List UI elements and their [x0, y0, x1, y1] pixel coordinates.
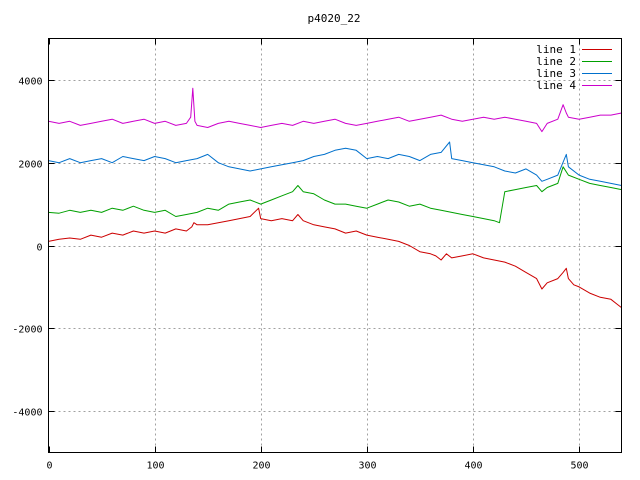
- x-tick-label: 200: [252, 461, 270, 472]
- plot-frame: [48, 38, 622, 453]
- y-tick-label: -4000: [12, 408, 42, 419]
- axis-ticks: 0 100 200 300 400 500 -4000 -2000 0 2000 4000: [12, 38, 622, 472]
- grid: [48, 38, 622, 453]
- series-line-2: [48, 166, 622, 224]
- x-tick-label: 500: [570, 461, 588, 472]
- legend-label-3: line 3: [536, 67, 576, 80]
- series-line-4: [48, 87, 622, 133]
- y-tick-label: 0: [36, 243, 42, 254]
- y-tick-label: -2000: [12, 325, 42, 336]
- legend-label-4: line 4: [536, 79, 576, 92]
- y-tick-label: 4000: [18, 77, 42, 88]
- series-line-3: [48, 141, 622, 186]
- x-tick-label: 0: [46, 461, 52, 472]
- x-tick-label: 300: [358, 461, 376, 472]
- x-tick-label: 400: [464, 461, 482, 472]
- legend-label-1: line 1: [536, 43, 576, 56]
- x-tick-label: 100: [146, 461, 164, 472]
- series-lines: [48, 87, 622, 308]
- chart-title: p4020_22: [308, 12, 361, 25]
- series-line-1: [48, 207, 622, 308]
- y-tick-label: 2000: [18, 160, 42, 171]
- legend-label-2: line 2: [536, 55, 576, 68]
